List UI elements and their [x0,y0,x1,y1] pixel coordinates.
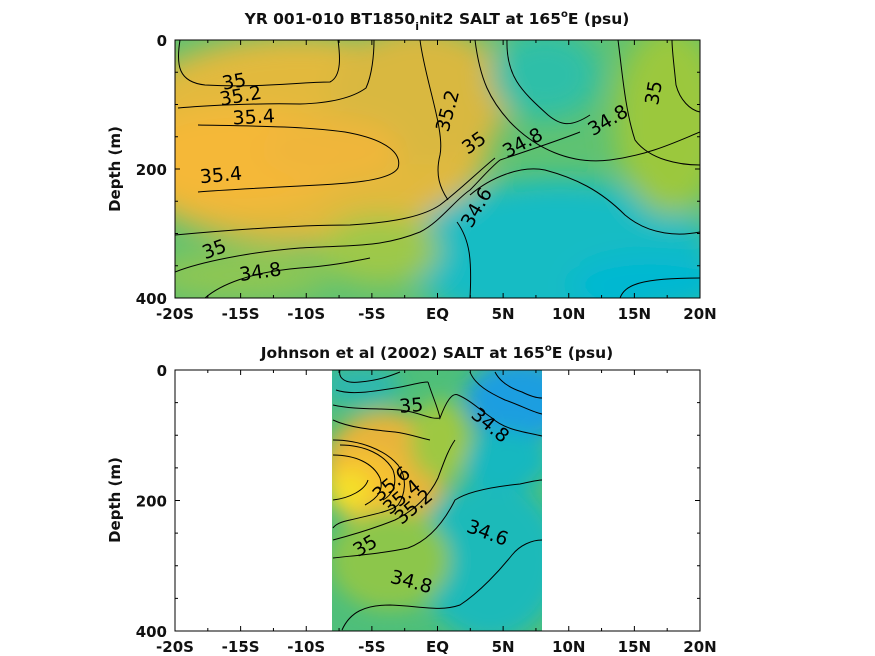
y-tick-label-top: 400 [136,290,167,308]
x-tick-label-bottom: 5N [492,638,515,656]
chart-title-bottom: Johnson et al (2002) SALT at 165oE (psu) [260,343,613,362]
y-tick-label-bottom: 200 [136,493,167,511]
x-tick-label-bottom: -15S [222,638,260,656]
x-tick-label-top: 20N [683,305,716,323]
x-tick-label-top: -10S [287,305,325,323]
x-tick-label-top: -20S [156,305,194,323]
contour-label-top: 35 [220,69,248,95]
x-tick-label-top: -15S [222,305,260,323]
x-tick-label-bottom: -5S [358,638,385,656]
x-tick-label-top: -5S [358,305,385,323]
x-tick-label-bottom: -20S [156,638,194,656]
y-axis-label-top: Depth (m) [106,126,124,212]
x-tick-label-bottom: 10N [552,638,585,656]
contour-label-top: 35 [641,79,667,107]
x-tick-label-bottom: 20N [683,638,716,656]
y-tick-label-bottom: 400 [136,623,167,641]
y-tick-label-bottom: 0 [157,362,167,380]
contour-label-top: 35.4 [232,105,275,129]
y-tick-label-top: 0 [157,32,167,50]
panel-top: YR 001-010 BT1850init2 SALT at 165oE (ps… [106,9,717,323]
x-tick-label-top: EQ [426,305,449,323]
contour-label-bottom: 35 [398,394,424,418]
x-tick-label-top: 10N [552,305,585,323]
contour-label-top: 35.4 [199,163,243,189]
y-tick-label-top: 200 [136,161,167,179]
axes-ticks-bottom: -20S -15S -10S -5S EQ 5N 10N 15N 20N 0 200 400 [136,362,717,656]
x-tick-label-bottom: 15N [618,638,651,656]
y-axis-label-bottom: Depth (m) [106,457,124,543]
x-tick-label-bottom: EQ [426,638,449,656]
chart-title-top: YR 001-010 BT1850init2 SALT at 165oE (ps… [244,9,630,33]
axes-ticks-top: -20S -15S -10S -5S EQ 5N 10N 15N 20N 0 200 400 [136,32,717,323]
x-tick-label-bottom: -10S [287,638,325,656]
panel-bottom: Johnson et al (2002) SALT at 165oE (psu) [106,343,717,656]
x-tick-label-top: 5N [492,305,515,323]
x-tick-label-top: 15N [618,305,651,323]
